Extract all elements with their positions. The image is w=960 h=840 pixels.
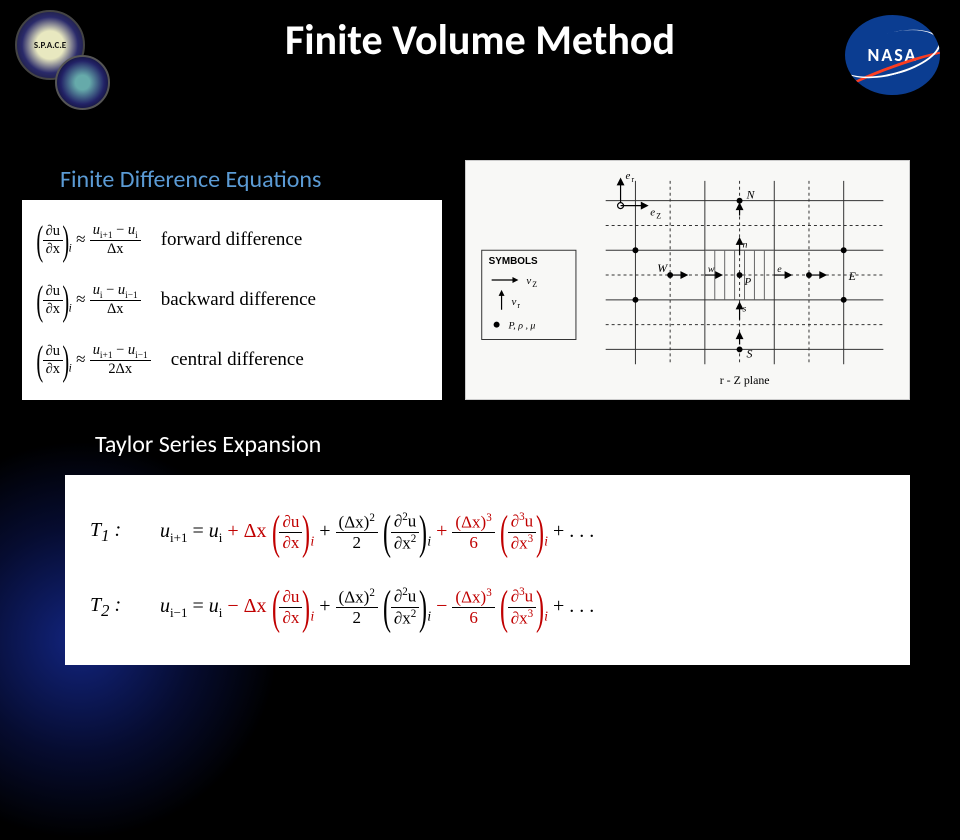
svg-text:r - Z plane: r - Z plane	[720, 373, 770, 387]
svg-text:SYMBOLS: SYMBOLS	[489, 256, 538, 267]
t1-equation: ui+1 = ui + Δx (∂u∂x)i + (Δx)22 (∂2u∂x2)…	[160, 505, 594, 560]
svg-text:e: e	[626, 170, 631, 182]
svg-text:s: s	[743, 304, 747, 315]
svg-text:e: e	[777, 264, 782, 275]
fde-forward-eq: (∂u∂x)i ≈ ui+1 − uiΔx	[37, 217, 141, 264]
fde-central-label: central difference	[171, 349, 304, 371]
nasa-logo-text: NASA	[868, 44, 918, 66]
fde-panel: (∂u∂x)i ≈ ui+1 − uiΔx forward difference…	[22, 200, 442, 400]
space-logo-text: S.P.A.C.E	[34, 40, 66, 51]
svg-text:Z: Z	[532, 280, 537, 289]
fde-row-forward: (∂u∂x)i ≈ ui+1 − uiΔx forward difference	[37, 217, 427, 264]
header: S.P.A.C.E NASA Finite Volume Method	[0, 0, 960, 110]
fde-section-label: Finite Difference Equations	[60, 165, 321, 194]
svg-text:S: S	[747, 346, 753, 360]
svg-text:v: v	[526, 275, 531, 287]
taylor-section-label: Taylor Series Expansion	[95, 430, 321, 459]
svg-text:n: n	[743, 239, 748, 250]
t1-label: T1 :	[90, 519, 130, 546]
svg-text:v: v	[511, 296, 516, 308]
fde-backward-label: backward difference	[161, 289, 316, 311]
grid-panel: er eZ N S E W P n s e w SYMBOLS vZ vr P,…	[465, 160, 910, 400]
svg-text:r: r	[631, 175, 634, 184]
fde-row-central: (∂u∂x)i ≈ ui+1 − ui−12Δx central differe…	[37, 337, 427, 384]
svg-text:w: w	[708, 264, 715, 275]
svg-text:N: N	[746, 188, 756, 202]
page-title: Finite Volume Method	[0, 0, 960, 66]
svg-text:W: W	[657, 261, 668, 275]
fde-central-eq: (∂u∂x)i ≈ ui+1 − ui−12Δx	[37, 337, 151, 384]
secondary-logo	[55, 55, 110, 110]
grid-diagram: er eZ N S E W P n s e w SYMBOLS vZ vr P,…	[466, 161, 909, 399]
svg-text:e: e	[650, 207, 655, 219]
fde-row-backward: (∂u∂x)i ≈ ui − ui−1Δx backward differenc…	[37, 277, 427, 324]
taylor-panel: T1 : ui+1 = ui + Δx (∂u∂x)i + (Δx)22 (∂2…	[65, 475, 910, 665]
t2-label: T2 :	[90, 594, 130, 621]
svg-text:P, ρ , μ: P, ρ , μ	[508, 321, 536, 332]
svg-text:Z: Z	[656, 212, 661, 221]
svg-text:E: E	[848, 269, 857, 283]
t2-equation: ui−1 = ui − Δx (∂u∂x)i + (Δx)22 (∂2u∂x2)…	[160, 580, 594, 635]
taylor-t1: T1 : ui+1 = ui + Δx (∂u∂x)i + (Δx)22 (∂2…	[90, 505, 885, 560]
fde-forward-label: forward difference	[161, 229, 303, 251]
svg-text:P: P	[744, 276, 752, 288]
fde-backward-eq: (∂u∂x)i ≈ ui − ui−1Δx	[37, 277, 141, 324]
taylor-t2: T2 : ui−1 = ui − Δx (∂u∂x)i + (Δx)22 (∂2…	[90, 580, 885, 635]
nasa-logo: NASA	[845, 15, 940, 95]
svg-text:r: r	[517, 301, 520, 310]
